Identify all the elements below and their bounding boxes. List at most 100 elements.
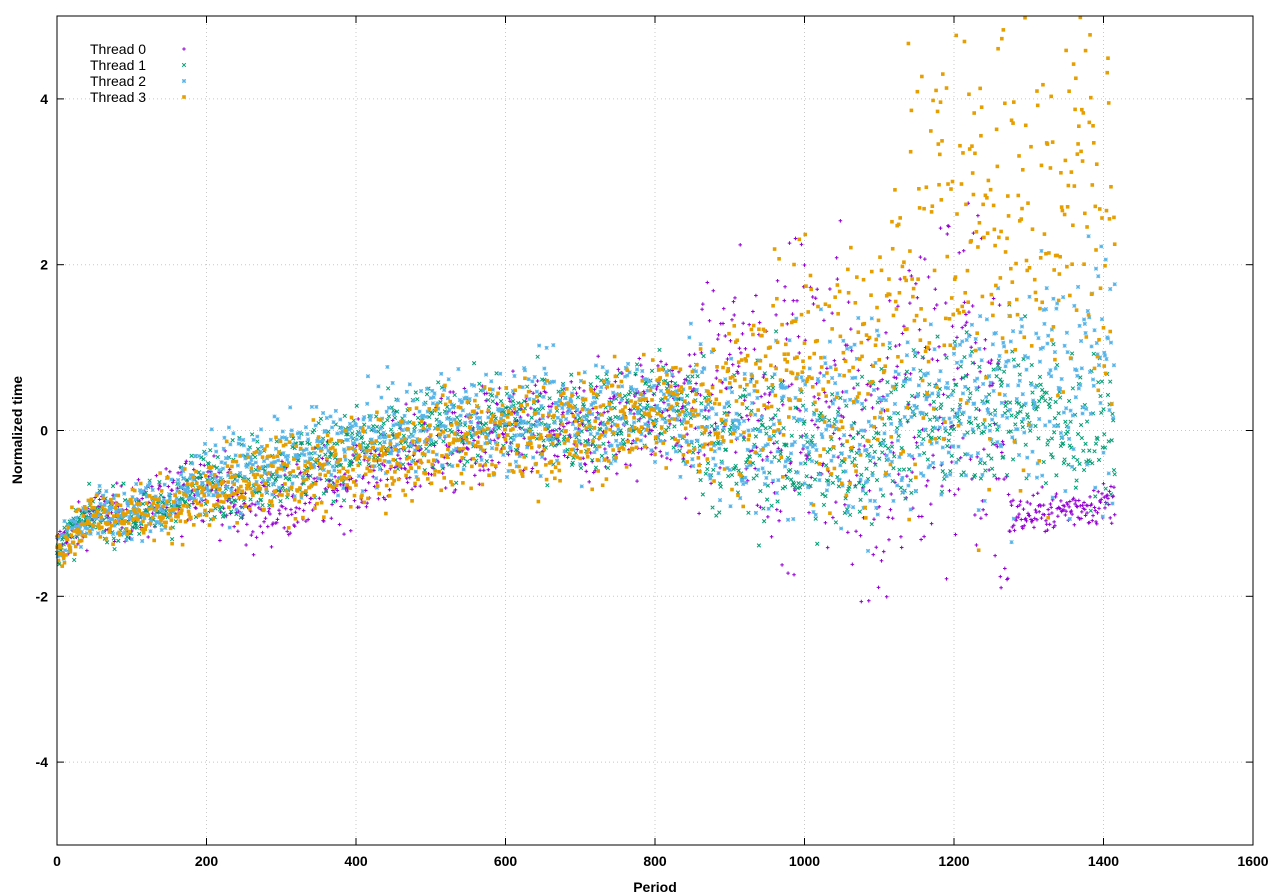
data-point <box>699 408 704 413</box>
data-point <box>301 478 306 483</box>
data-point <box>187 476 193 481</box>
data-point <box>405 420 410 425</box>
data-point <box>705 280 710 285</box>
data-point <box>303 501 307 506</box>
data-point <box>351 480 356 484</box>
data-point <box>470 441 475 446</box>
data-point <box>815 287 820 292</box>
data-point <box>974 385 979 391</box>
data-point <box>1065 350 1070 355</box>
data-point <box>578 410 583 414</box>
data-point <box>529 415 534 420</box>
data-point <box>1040 485 1045 489</box>
data-point <box>1064 509 1068 514</box>
data-point <box>150 484 154 489</box>
data-point <box>509 440 514 445</box>
data-point <box>834 419 839 424</box>
data-point <box>982 498 987 503</box>
data-point <box>332 468 337 473</box>
data-point <box>972 401 977 406</box>
data-point <box>1046 333 1051 338</box>
data-point <box>441 430 446 434</box>
data-point <box>1068 419 1073 424</box>
data-point <box>749 408 754 413</box>
data-point <box>619 431 624 436</box>
data-point <box>270 492 275 497</box>
data-point <box>1073 502 1077 506</box>
data-point <box>1016 515 1021 519</box>
series-thread-0 <box>55 201 1117 604</box>
data-point <box>1053 399 1058 405</box>
data-point <box>545 483 550 488</box>
data-point <box>205 488 211 493</box>
data-point <box>1003 364 1008 369</box>
data-point <box>65 537 70 542</box>
data-point <box>685 440 690 445</box>
data-point <box>487 438 492 444</box>
data-point <box>300 474 306 480</box>
data-point <box>184 459 189 464</box>
data-point <box>988 380 993 385</box>
data-point <box>503 437 508 441</box>
data-point <box>402 413 407 418</box>
data-point <box>531 397 537 402</box>
data-point <box>436 419 442 424</box>
data-point <box>329 472 334 478</box>
data-point <box>916 392 921 397</box>
data-point <box>738 243 743 247</box>
data-point <box>220 490 225 495</box>
data-point <box>183 467 187 471</box>
data-point <box>795 470 800 475</box>
data-point <box>535 394 539 399</box>
data-point <box>870 473 875 478</box>
data-point <box>214 449 219 454</box>
data-point <box>226 480 230 484</box>
data-point <box>306 451 312 456</box>
data-point <box>426 459 431 464</box>
data-point <box>868 384 873 388</box>
data-point <box>301 515 305 520</box>
data-point <box>76 507 81 512</box>
data-point <box>744 480 749 485</box>
data-point <box>498 416 504 421</box>
data-point <box>616 426 621 432</box>
data-point <box>830 401 836 406</box>
data-point <box>477 415 483 420</box>
data-point <box>1077 461 1082 466</box>
data-point <box>319 500 324 505</box>
data-point <box>442 476 447 480</box>
data-point <box>1059 499 1063 503</box>
data-point <box>471 456 476 461</box>
data-point <box>411 398 416 403</box>
data-point <box>169 518 174 522</box>
data-point <box>678 474 683 479</box>
data-point <box>1085 308 1090 314</box>
data-point <box>277 508 281 513</box>
data-point <box>201 519 206 524</box>
data-point <box>566 401 571 405</box>
data-point <box>130 487 135 492</box>
data-point <box>504 386 509 390</box>
data-point <box>72 519 78 524</box>
data-point <box>282 467 287 472</box>
data-point <box>693 426 698 431</box>
data-point <box>521 409 526 414</box>
data-point <box>766 515 770 519</box>
data-point <box>209 508 213 513</box>
data-point <box>189 495 194 501</box>
data-point <box>1023 442 1028 447</box>
data-point <box>357 443 362 448</box>
data-point <box>837 406 841 411</box>
data-point <box>864 447 869 452</box>
data-point <box>1088 495 1092 499</box>
data-point <box>958 364 963 369</box>
data-point <box>929 521 934 526</box>
data-point <box>514 421 518 426</box>
data-point <box>871 387 877 393</box>
data-point <box>1060 441 1066 446</box>
data-point <box>287 477 292 482</box>
data-point <box>512 373 517 379</box>
data-point <box>711 467 716 472</box>
data-point <box>453 488 458 492</box>
data-point <box>1054 306 1059 311</box>
